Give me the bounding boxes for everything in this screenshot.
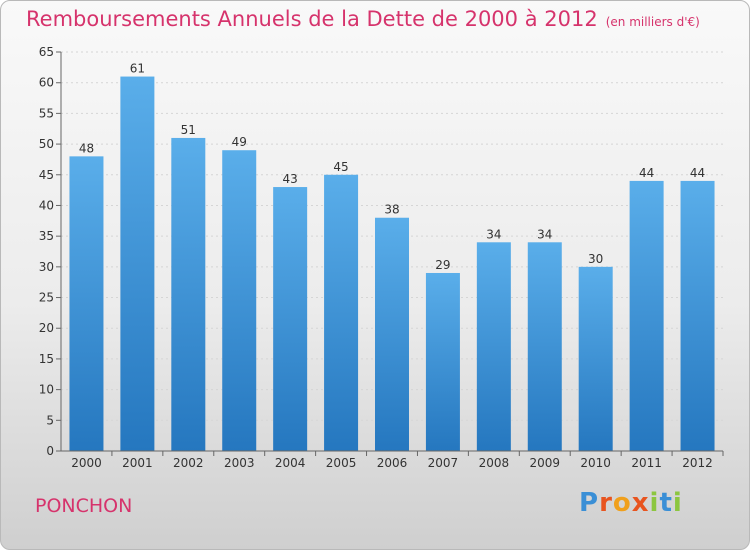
bar <box>120 76 155 452</box>
bar <box>273 187 308 452</box>
x-tick-label: 2004 <box>275 456 306 470</box>
commune-name: PONCHON <box>35 495 133 517</box>
x-tick-label: 2009 <box>529 456 560 470</box>
data-label: 30 <box>588 252 603 266</box>
y-tick-label: 45 <box>39 168 54 182</box>
data-label: 44 <box>639 166 654 180</box>
bar <box>69 156 104 451</box>
title-unit: (en milliers d'€) <box>605 15 700 29</box>
logo-letter: x <box>631 488 650 518</box>
y-tick-label: 5 <box>46 413 54 427</box>
x-tick-label: 2001 <box>122 456 153 470</box>
x-tick-label: 2010 <box>580 456 611 470</box>
bar <box>171 137 206 451</box>
y-tick-label: 15 <box>39 352 54 366</box>
data-label: 34 <box>537 227 552 241</box>
chart-title: Remboursements Annuels de la Dette de 20… <box>26 7 700 31</box>
bar <box>222 150 257 451</box>
x-tick-label: 2011 <box>631 456 662 470</box>
data-label: 38 <box>384 203 399 217</box>
data-label: 29 <box>435 258 450 272</box>
y-tick-label: 40 <box>39 198 54 212</box>
x-tick-label: 2000 <box>71 456 102 470</box>
bar <box>425 272 460 451</box>
y-tick-label: 20 <box>39 321 54 335</box>
data-label: 45 <box>333 160 348 174</box>
data-label: 49 <box>232 135 247 149</box>
logo-letter: P <box>579 488 600 518</box>
bar <box>680 180 715 451</box>
logo-letter: i <box>672 488 683 518</box>
bar <box>578 266 613 451</box>
bar <box>476 242 511 451</box>
x-tick-label: 2005 <box>326 456 357 470</box>
x-tick-label: 2008 <box>479 456 510 470</box>
logo-letter: t <box>659 488 673 518</box>
y-tick-label: 55 <box>39 106 54 120</box>
x-tick-label: 2007 <box>428 456 459 470</box>
data-label: 48 <box>79 141 94 155</box>
y-tick-label: 30 <box>39 260 54 274</box>
x-tick-label: 2006 <box>377 456 408 470</box>
logo-letter: i <box>649 488 660 518</box>
bar <box>375 217 409 451</box>
bar <box>629 180 664 451</box>
data-label: 34 <box>486 227 501 241</box>
data-label: 61 <box>130 62 145 76</box>
logo-letter: r <box>599 488 613 518</box>
y-tick-label: 35 <box>39 229 54 243</box>
data-label: 44 <box>690 166 705 180</box>
y-tick-label: 50 <box>39 137 54 151</box>
data-label: 43 <box>283 172 298 186</box>
y-tick-label: 25 <box>39 291 54 305</box>
bar <box>324 174 359 451</box>
bar <box>527 242 562 451</box>
y-tick-label: 60 <box>39 76 54 90</box>
logo-letter: o <box>612 488 632 518</box>
y-tick-label: 0 <box>46 444 54 458</box>
y-tick-label: 10 <box>39 383 54 397</box>
x-tick-label: 2012 <box>682 456 713 470</box>
proxiti-logo: Proxiti <box>579 488 683 518</box>
x-tick-label: 2002 <box>173 456 204 470</box>
data-label: 51 <box>181 123 196 137</box>
title-text: Remboursements Annuels de la Dette de 20… <box>26 7 598 31</box>
y-tick-label: 65 <box>39 45 54 59</box>
x-tick-label: 2003 <box>224 456 255 470</box>
